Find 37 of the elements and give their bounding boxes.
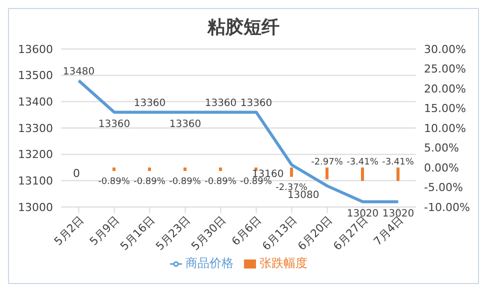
y2-tick-label: 20.00%	[424, 82, 466, 96]
y2-tick-label: 10.00%	[424, 122, 466, 135]
data-label: -0.89%	[204, 177, 237, 188]
y2-tick-label: -10.00%	[424, 200, 470, 214]
y-tick-label: 13600	[18, 42, 53, 56]
legend-label: 商品价格	[186, 256, 234, 270]
data-label: 13360	[134, 98, 166, 110]
y2-tick-label: 5.00%	[424, 142, 459, 155]
y2-tick-label: 15.00%	[424, 102, 466, 116]
y2-tick-label: 0.00%	[424, 161, 459, 174]
x-tick-label: 5月30日	[188, 213, 228, 254]
data-label: 13080	[287, 190, 320, 201]
data-label: -0.89%	[134, 177, 166, 188]
data-label: 13360	[169, 119, 202, 130]
data-label: -0.89%	[240, 177, 272, 188]
y-tick-label: 13500	[18, 69, 53, 82]
data-label: -2.97%	[311, 158, 344, 168]
annotation: 0	[73, 167, 80, 180]
data-label: -0.89%	[98, 177, 130, 188]
data-label: -0.89%	[169, 177, 202, 188]
y2-tick-label: -5.00%	[424, 181, 463, 194]
chart-title: 粘胶短纤	[206, 16, 280, 40]
y2-tick-label: 25.00%	[424, 62, 466, 76]
legend-label: 张跌幅度	[260, 256, 308, 270]
data-label: 13480	[62, 66, 95, 78]
data-label: -3.41%	[382, 158, 414, 168]
data-label: -3.41%	[346, 158, 379, 168]
y-tick-label: 13000	[18, 200, 53, 214]
data-label: 13360	[98, 119, 130, 130]
y-tick-label: 13300	[18, 122, 53, 135]
data-label: 13360	[204, 98, 237, 110]
y-tick-label: 13100	[18, 174, 53, 188]
data-label: 13360	[240, 98, 272, 110]
y2-tick-label: 30.00%	[424, 42, 466, 56]
y-tick-label: 13200	[18, 148, 53, 162]
x-tick-label: 5月2日	[52, 213, 86, 248]
y-tick-label: 13400	[18, 96, 53, 109]
